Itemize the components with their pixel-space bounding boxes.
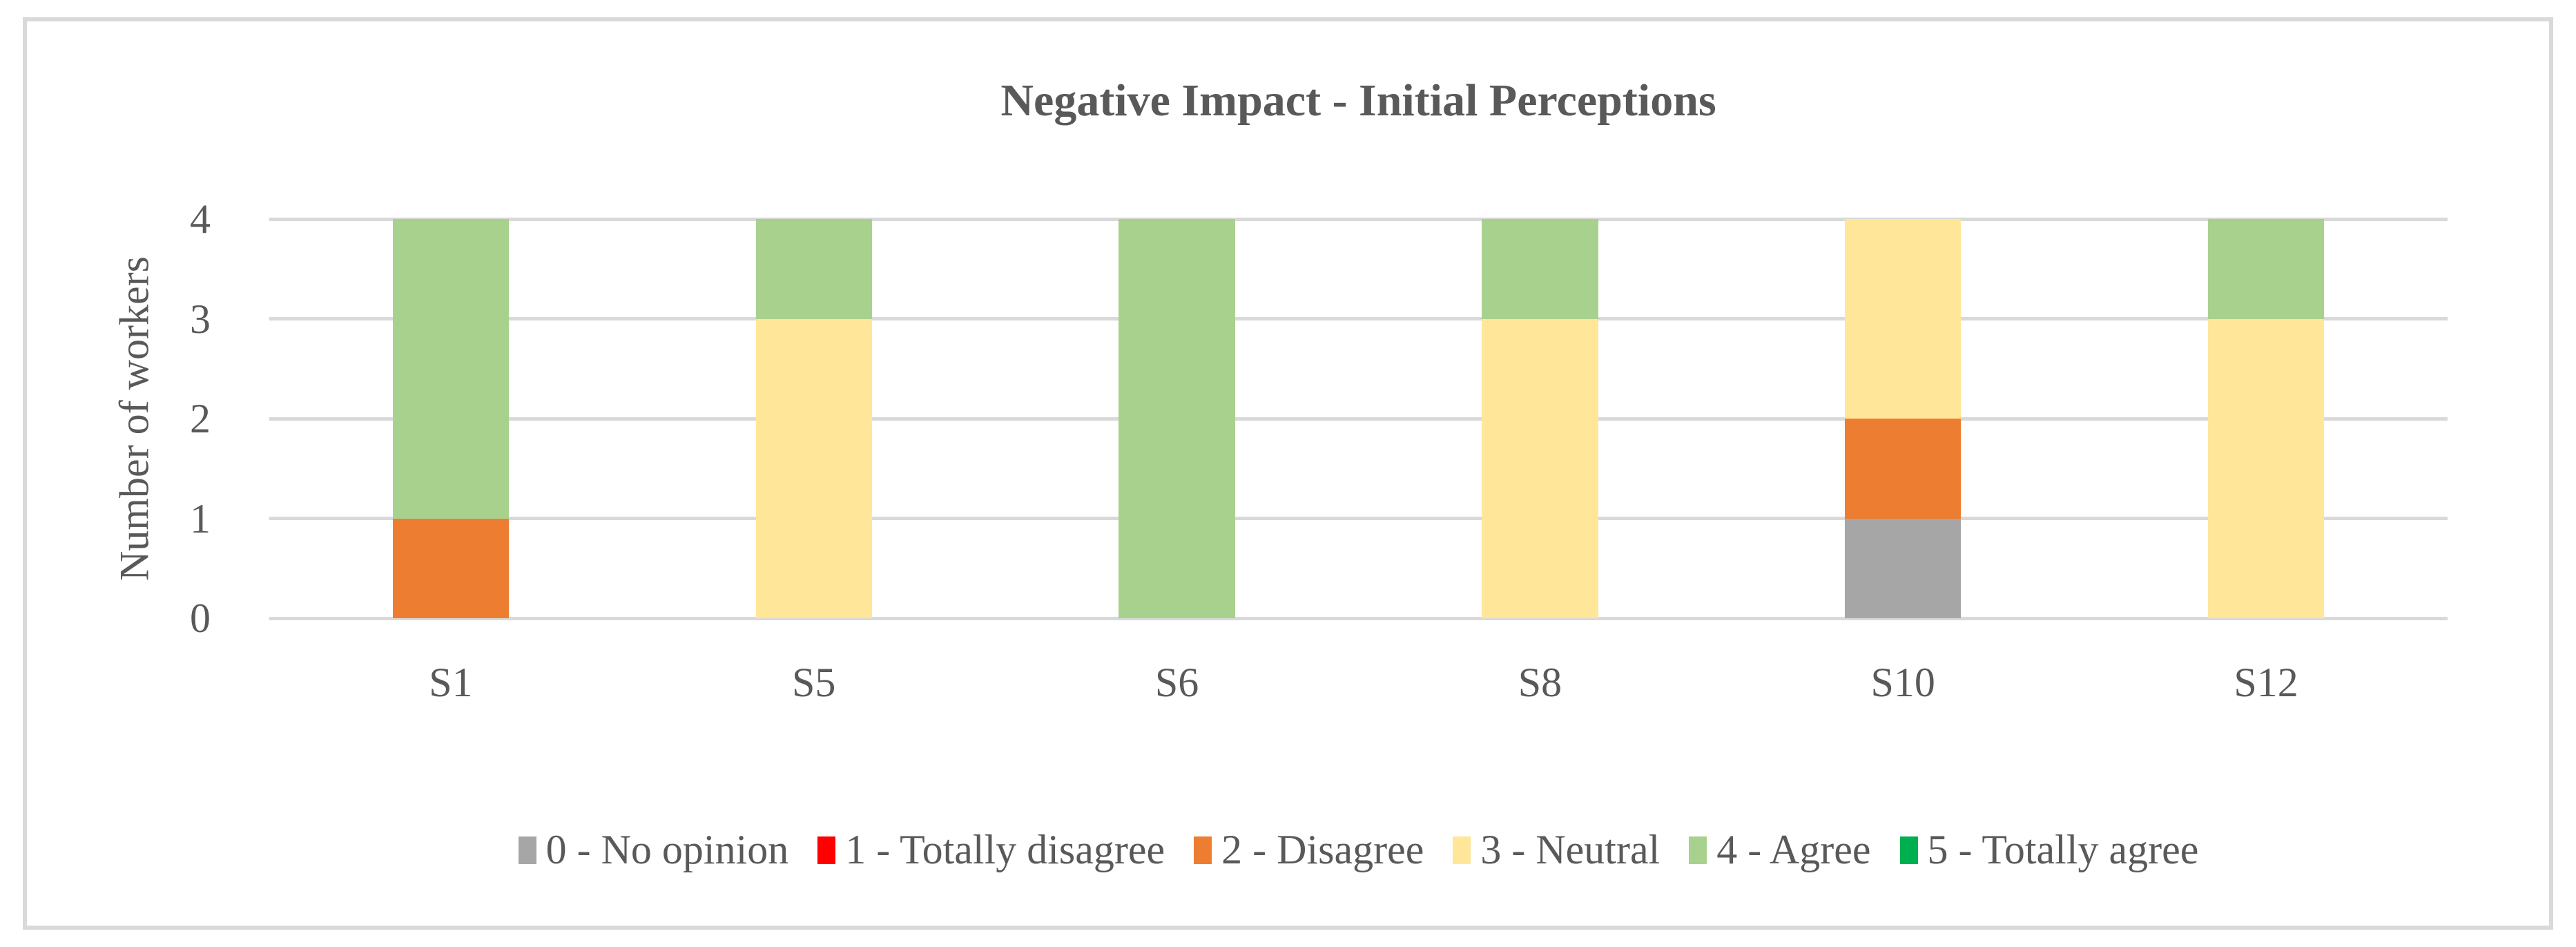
- legend-swatch: [1899, 836, 1918, 864]
- bar-segment: [2207, 219, 2325, 319]
- gridline: [269, 616, 2448, 620]
- bar-segment: [1845, 219, 1962, 419]
- gridline: [269, 417, 2448, 421]
- bar-segment: [755, 219, 872, 319]
- x-tick-label: S12: [2234, 660, 2298, 705]
- gridline: [269, 217, 2448, 221]
- legend-item: 3 - Neutral: [1453, 826, 1660, 874]
- legend-label: 3 - Neutral: [1480, 827, 1660, 872]
- y-tick-label: 2: [190, 396, 211, 441]
- gridlines-layer: [269, 217, 2448, 620]
- chart-border: [23, 17, 2553, 930]
- bars-layer: [269, 219, 2448, 618]
- x-tick-label: S8: [1518, 660, 1562, 705]
- bar-segment: [392, 518, 510, 618]
- legend-item: 4 - Agree: [1689, 826, 1871, 874]
- bar-slot-s1: [269, 219, 632, 618]
- x-slot: S8: [1358, 658, 1721, 707]
- legend-label: 2 - Disagree: [1221, 827, 1424, 872]
- stacked-bar-s10: [1845, 219, 1962, 618]
- x-tick-label: S10: [1870, 660, 1935, 705]
- stacked-bar-s6: [1118, 219, 1235, 618]
- legend-item: 2 - Disagree: [1194, 826, 1424, 874]
- legend-item: 0 - No opinion: [518, 826, 789, 874]
- x-tick-label: S6: [1154, 660, 1199, 705]
- x-slot: S5: [632, 658, 996, 707]
- bar-slot-s12: [2084, 219, 2448, 618]
- x-slot: S10: [1721, 658, 2084, 707]
- bar-segment: [755, 318, 872, 618]
- stacked-bar-s8: [1482, 219, 1598, 618]
- gridline: [269, 317, 2448, 321]
- bar-slot-s10: [1721, 219, 2084, 618]
- x-axis-labels: S1 S5 S6 S8 S10 S12: [269, 658, 2448, 707]
- y-tick-label: 3: [190, 296, 211, 342]
- bar-segment: [1482, 318, 1598, 618]
- legend-label: 5 - Totally agree: [1927, 827, 2199, 872]
- legend-label: 1 - Totally disagree: [845, 827, 1165, 872]
- y-tick-label: 1: [190, 495, 211, 542]
- legend-swatch: [1194, 836, 1212, 864]
- stacked-bar-s1: [392, 219, 510, 618]
- bar-segment: [1482, 219, 1598, 319]
- bar-segment: [1845, 518, 1962, 618]
- legend-swatch: [1453, 836, 1471, 864]
- y-tick-label: 0: [190, 595, 211, 641]
- bar-segment: [1118, 219, 1235, 618]
- plot-area: [269, 217, 2448, 620]
- legend-swatch: [1689, 836, 1707, 864]
- bar-segment: [392, 219, 510, 519]
- legend-label: 0 - No opinion: [545, 827, 789, 872]
- x-slot: S1: [269, 658, 632, 707]
- x-tick-label: S5: [792, 660, 836, 705]
- bar-slot-s5: [632, 219, 996, 618]
- bar-slot-s6: [996, 219, 1359, 618]
- legend: 0 - No opinion 1 - Totally disagree 2 - Di…: [166, 826, 2551, 874]
- x-slot: S12: [2084, 658, 2448, 707]
- legend-item: 5 - Totally agree: [1899, 826, 2199, 874]
- y-tick-column: 0 1 2 3 4: [0, 198, 211, 639]
- y-tick-label: 4: [190, 196, 211, 242]
- x-tick-label: S1: [429, 660, 473, 705]
- stacked-bar-s5: [755, 219, 872, 618]
- gridline: [269, 517, 2448, 520]
- stacked-bar-s12: [2207, 219, 2325, 618]
- chart-title: Negative Impact - Initial Perceptions: [1000, 75, 1716, 126]
- legend-swatch: [518, 836, 536, 864]
- bar-segment: [1845, 419, 1962, 519]
- bar-slot-s8: [1358, 219, 1721, 618]
- legend-label: 4 - Agree: [1716, 827, 1871, 872]
- x-slot: S6: [996, 658, 1359, 707]
- legend-swatch: [817, 836, 836, 864]
- bar-segment: [2207, 318, 2325, 618]
- legend-item: 1 - Totally disagree: [817, 826, 1165, 874]
